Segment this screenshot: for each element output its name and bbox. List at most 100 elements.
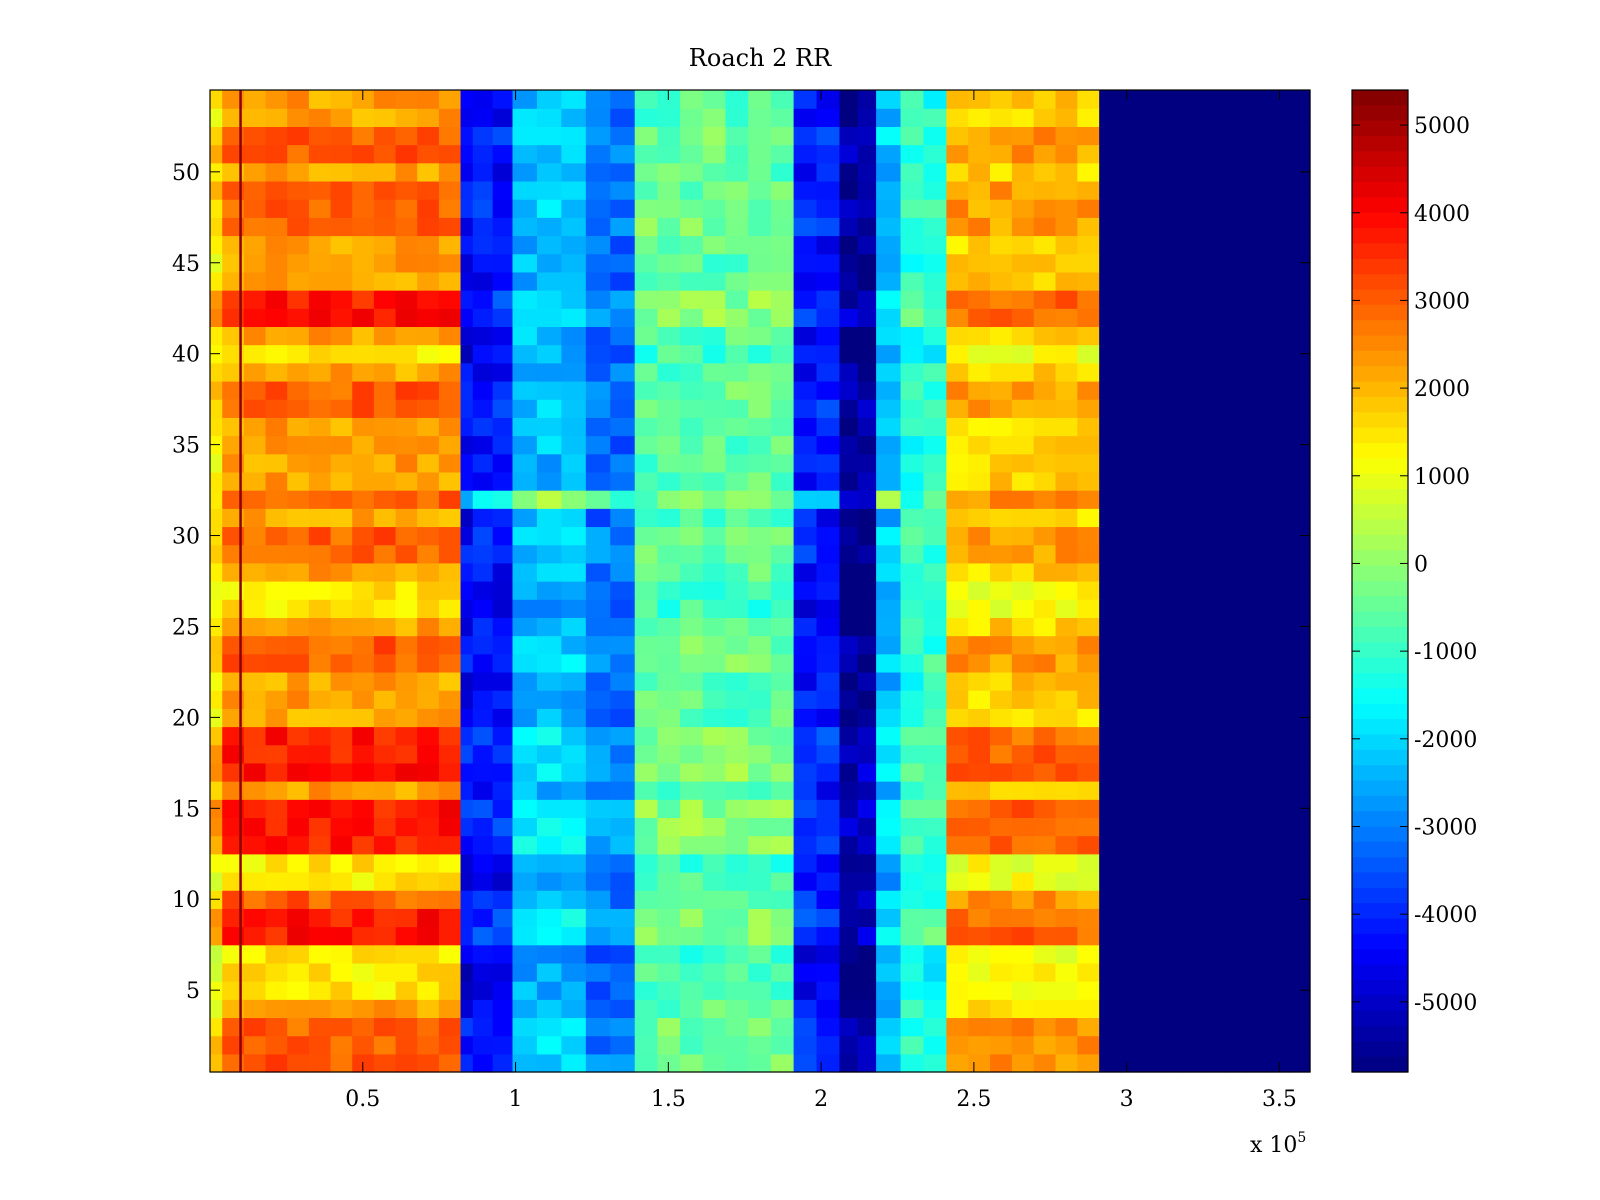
heatmap-cell (946, 890, 969, 909)
heatmap-cell (210, 453, 223, 473)
heatmap-cell (748, 799, 772, 819)
heatmap-cell (876, 526, 902, 546)
heatmap-cell (1204, 326, 1227, 346)
heatmap-cell (680, 380, 704, 400)
heatmap-cell (725, 726, 749, 746)
heatmap-cell (876, 726, 902, 746)
heatmap-cell (1246, 562, 1269, 582)
heatmap-cell (793, 144, 818, 164)
heatmap-cell (512, 435, 538, 455)
heatmap-cell (1162, 599, 1185, 618)
heatmap-cell (512, 199, 538, 218)
heatmap-cell (900, 180, 925, 200)
heatmap-cell (680, 799, 704, 819)
heatmap-cell (990, 908, 1013, 928)
heatmap-cell (222, 690, 245, 709)
heatmap-cell (492, 744, 514, 764)
heatmap-cell (946, 908, 969, 928)
heatmap-cell (561, 617, 587, 637)
heatmap-cell (395, 180, 418, 200)
heatmap-cell (585, 271, 611, 291)
heatmap-cell (816, 253, 841, 273)
heatmap-cell (1033, 871, 1057, 891)
heatmap-cell (1099, 1017, 1121, 1037)
heatmap-cell (839, 308, 859, 328)
heatmap-cell (1246, 581, 1269, 600)
heatmap-cell (610, 290, 636, 309)
heatmap-cell (512, 108, 538, 127)
heatmap-cell (243, 890, 267, 909)
heatmap-cell (536, 162, 562, 182)
heatmap-cell (634, 344, 659, 364)
heatmap-cell (946, 271, 969, 291)
heatmap-cell (352, 344, 375, 364)
colorbar-segment (1352, 949, 1408, 966)
heatmap-cell (512, 962, 538, 982)
heatmap-cell (492, 908, 514, 928)
heatmap-cell (1099, 453, 1121, 473)
heatmap-cell (222, 508, 245, 528)
heatmap-cell (900, 562, 925, 582)
heatmap-cell (680, 180, 704, 200)
heatmap-cell (373, 544, 397, 564)
heatmap-cell (1246, 671, 1269, 691)
heatmap-cell (243, 1017, 267, 1037)
heatmap-cell (857, 490, 877, 509)
heatmap-cell (1204, 1035, 1227, 1055)
heatmap-cell (438, 1017, 462, 1037)
heatmap-cell (634, 708, 659, 728)
heatmap-cell (561, 235, 587, 255)
colorbar-segment (1352, 933, 1408, 950)
heatmap-cell (1225, 690, 1248, 709)
heatmap-cell (472, 326, 494, 346)
heatmap-cell (222, 926, 245, 946)
heatmap-cell (748, 108, 772, 127)
heatmap-cell (1055, 690, 1078, 709)
heatmap-cell (1162, 617, 1185, 637)
heatmap-cell (352, 362, 375, 382)
heatmap-cell (1099, 308, 1121, 328)
heatmap-cell (1288, 453, 1311, 473)
heatmap-cell (657, 708, 681, 728)
heatmap-cell (373, 926, 397, 946)
heatmap-cell (417, 762, 440, 782)
heatmap-cell (222, 326, 245, 346)
heatmap-cell (770, 144, 795, 164)
heatmap-cell (876, 926, 902, 946)
heatmap-cell (702, 544, 727, 564)
heatmap-cell (460, 144, 474, 164)
heatmap-cell (748, 362, 772, 382)
heatmap-cell (1099, 199, 1121, 218)
heatmap-cell (492, 853, 514, 873)
heatmap-cell (1246, 144, 1269, 164)
heatmap-cell (460, 435, 474, 455)
heatmap-cell (876, 708, 902, 728)
heatmap-cell (492, 962, 514, 982)
heatmap-cell (492, 871, 514, 891)
heatmap-cell (472, 1035, 494, 1055)
heatmap-cell (352, 217, 375, 237)
heatmap-cell (1120, 708, 1142, 728)
heatmap-cell (839, 671, 859, 691)
heatmap-cell (536, 962, 562, 982)
heatmap-cell (417, 708, 440, 728)
heatmap-cell (308, 471, 332, 491)
heatmap-cell (610, 471, 636, 491)
heatmap-cell (725, 217, 749, 237)
heatmap-cell (438, 617, 462, 637)
heatmap-cell (816, 671, 841, 691)
heatmap-cell (1288, 908, 1311, 928)
colorbar-segment (1352, 627, 1408, 643)
heatmap-cell (876, 853, 902, 873)
heatmap-cell (793, 180, 818, 200)
heatmap-cell (1204, 835, 1227, 855)
heatmap-cell (1225, 380, 1248, 400)
heatmap-cell (702, 90, 727, 109)
heatmap-cell (1267, 999, 1290, 1019)
heatmap-cell (512, 453, 538, 473)
heatmap-cell (1141, 471, 1164, 491)
heatmap-cell (561, 344, 587, 364)
heatmap-cell (923, 690, 947, 709)
colorbar-segment (1352, 442, 1408, 459)
heatmap-cell (839, 962, 859, 982)
